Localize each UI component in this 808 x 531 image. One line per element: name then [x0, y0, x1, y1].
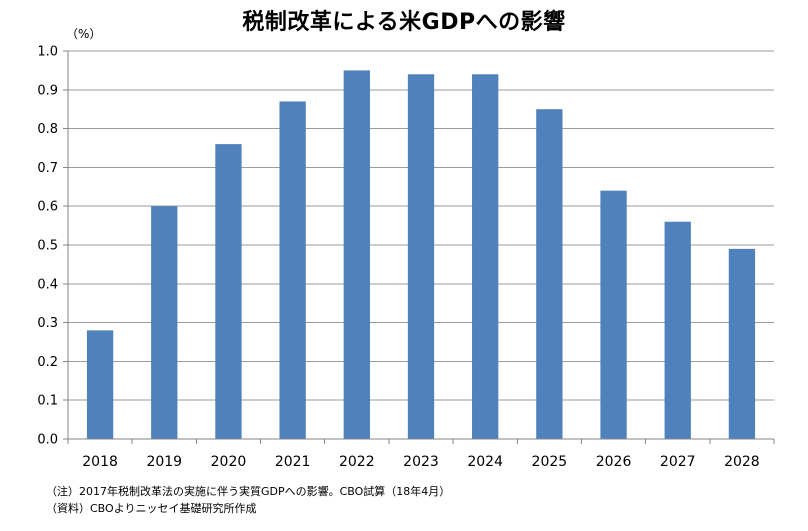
y-tick-label: 0.6: [37, 200, 58, 215]
x-tick-label: 2025: [532, 454, 568, 470]
x-tick-label: 2022: [339, 454, 375, 470]
bar-2021: [279, 101, 306, 439]
x-tick-label: 2021: [275, 454, 311, 470]
y-tick-label: 0.4: [37, 277, 58, 292]
y-tick-label: 0.7: [37, 161, 58, 176]
y-tick-label: 0.2: [37, 355, 58, 370]
x-tick-label: 2026: [596, 454, 632, 470]
bar-2026: [600, 190, 627, 439]
y-tick-label: 0.1: [37, 394, 58, 409]
bar-2027: [664, 221, 691, 439]
bar-2018: [86, 330, 114, 439]
x-tick-label: 2028: [724, 454, 760, 470]
footnote-source: （資料）CBOよりニッセイ基礎研究所作成: [46, 502, 257, 515]
y-tick-label: 0.3: [37, 316, 58, 331]
x-tick-label: 2020: [211, 454, 247, 470]
x-tick-label: 2023: [403, 454, 439, 470]
x-tick-label: 2024: [467, 454, 503, 470]
y-tick-label: 0.0: [37, 433, 58, 448]
bar-2020: [215, 144, 242, 439]
x-tick-labels: 2018 2019 2020 2021 2022 2023 2024 2025 2026 2027…: [82, 454, 759, 470]
footnote-note: （注）2017年税制改革法の実施に伴う実質GDPへの影響。CBO試算（18年4月…: [46, 485, 451, 498]
x-tick-label: 2027: [660, 454, 696, 470]
bar-2025: [536, 109, 563, 439]
y-tick-label: 0.5: [37, 239, 58, 254]
y-tick-label: 0.9: [37, 83, 58, 98]
y-tick-label: 1.0: [37, 45, 58, 60]
bar-2022: [343, 70, 370, 440]
chart-title: 税制改革による米GDPへの影響: [242, 10, 566, 35]
y-axis-unit-label: （%）: [66, 27, 102, 41]
footnotes: （注）2017年税制改革法の実施に伴う実質GDPへの影響。CBO試算（18年4月…: [46, 483, 450, 517]
x-tick-label: 2019: [146, 454, 182, 470]
axes: [63, 50, 775, 444]
y-tick-label: 0.8: [37, 122, 58, 137]
bar-2028: [728, 248, 756, 439]
bar-2024: [472, 74, 499, 439]
bar-2023: [407, 74, 435, 439]
bar-2019: [151, 206, 178, 439]
x-tick-label: 2018: [82, 454, 118, 470]
y-tick-labels: 0.0 0.1 0.2 0.3 0.4 0.5 0.6 0.7 0.8 0.9 1.0: [37, 45, 58, 448]
bar-series: [86, 70, 756, 440]
